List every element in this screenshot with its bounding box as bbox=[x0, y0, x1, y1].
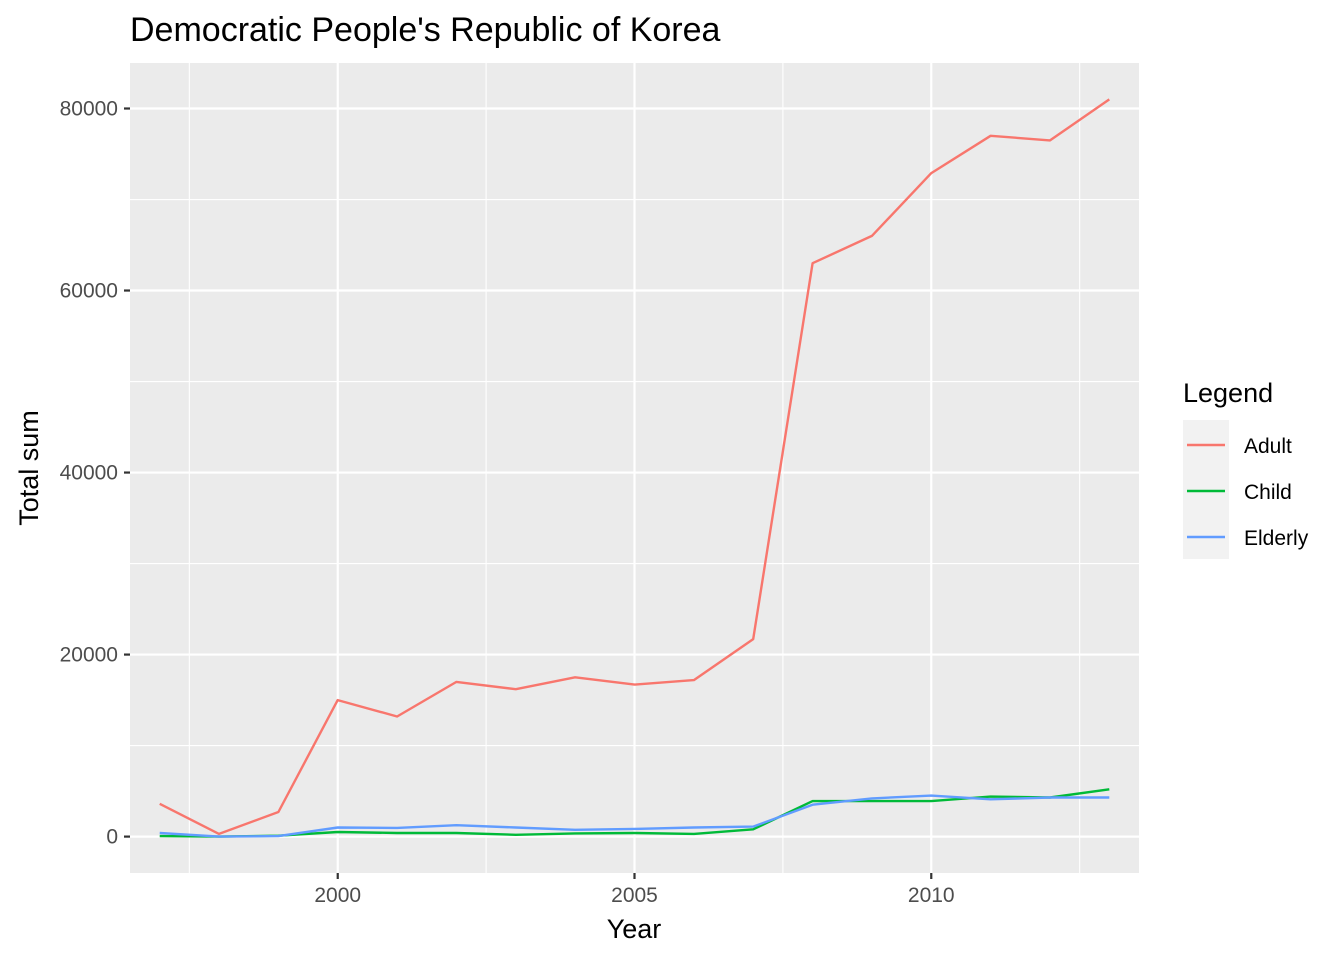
x-tick-label: 2005 bbox=[611, 884, 658, 907]
chart-title: Democratic People's Republic of Korea bbox=[130, 11, 721, 49]
major-gridlines bbox=[130, 63, 1139, 873]
y-tick-label: 80000 bbox=[60, 98, 118, 121]
legend-label-adult: Adult bbox=[1244, 435, 1292, 458]
legend-title: Legend bbox=[1183, 378, 1273, 408]
legend-label-child: Child bbox=[1244, 481, 1292, 504]
series-line-elderly bbox=[159, 794, 1110, 838]
x-tick-label: 2010 bbox=[908, 884, 955, 907]
x-axis-title: Year bbox=[607, 914, 662, 944]
x-tick-label: 2000 bbox=[314, 884, 361, 907]
x-axis: 2000 2005 2010 bbox=[314, 873, 955, 907]
y-axis: 0 20000 40000 60000 80000 bbox=[60, 98, 130, 849]
legend-label-elderly: Elderly bbox=[1244, 527, 1309, 550]
legend: Legend Adult Child Elderly bbox=[1183, 378, 1309, 559]
y-tick-label: 60000 bbox=[60, 280, 118, 303]
series-line-adult bbox=[159, 98, 1110, 836]
y-tick-label: 20000 bbox=[60, 644, 118, 667]
series-lines bbox=[159, 98, 1110, 838]
series-line-child bbox=[159, 788, 1110, 838]
y-tick-label: 40000 bbox=[60, 462, 118, 485]
y-axis-title: Total sum bbox=[14, 410, 44, 526]
y-tick-label: 0 bbox=[106, 826, 118, 849]
